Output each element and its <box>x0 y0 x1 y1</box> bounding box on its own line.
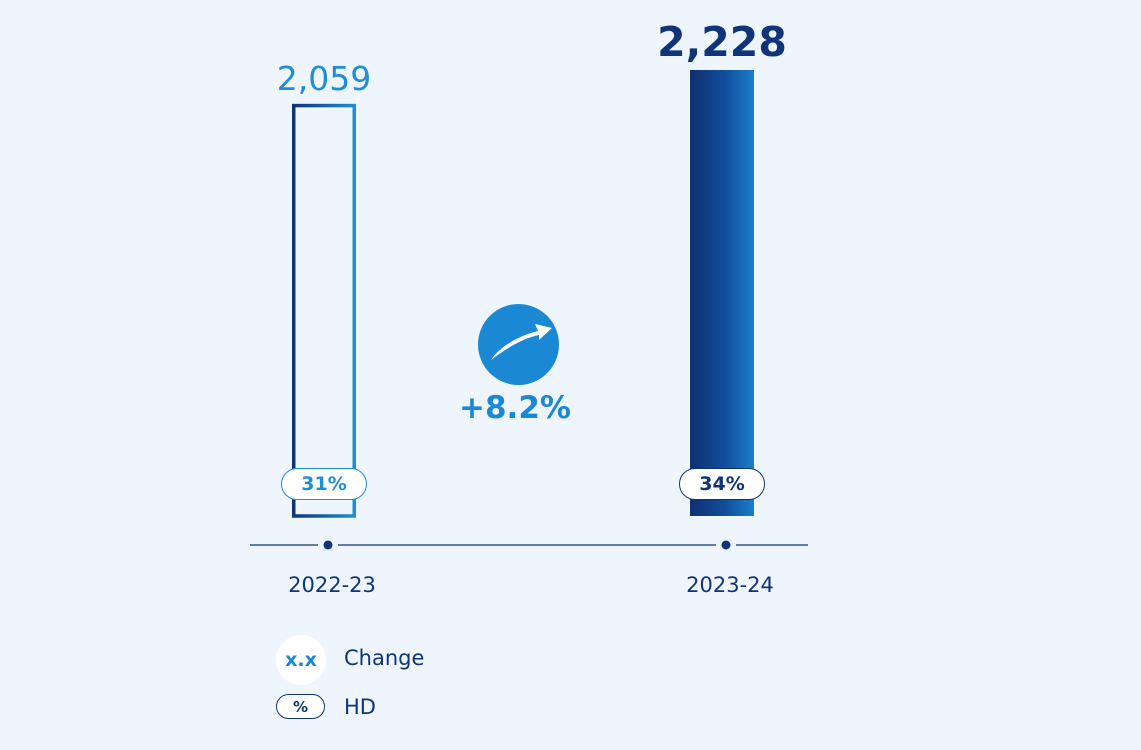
x-tick-label: 2023-24 <box>686 573 774 597</box>
axis-marker-dot <box>721 540 731 550</box>
change-percent-label: +8.2% <box>459 390 571 426</box>
bar <box>690 70 754 516</box>
bar-value-label: 2,228 <box>657 18 787 66</box>
hd-share-pill: 31% <box>281 468 367 500</box>
bar <box>292 103 356 518</box>
legend-change-label: Change <box>344 646 425 670</box>
axis-marker-dot <box>323 540 333 550</box>
trend-up-arrow-icon <box>478 304 559 385</box>
bar-value-label: 2,059 <box>276 58 372 98</box>
legend-change-swatch: x.x <box>276 635 326 685</box>
legend-hd-swatch: % <box>276 694 325 719</box>
legend-hd-label: HD <box>344 695 376 719</box>
hd-share-pill: 34% <box>679 468 765 500</box>
x-tick-label: 2022-23 <box>288 573 376 597</box>
